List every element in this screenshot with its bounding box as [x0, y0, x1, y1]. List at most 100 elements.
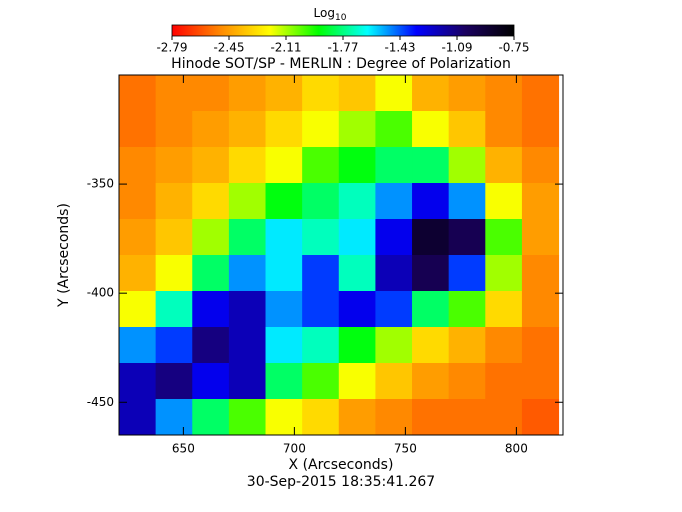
- x-tick-label: 750: [394, 442, 417, 456]
- heatmap-cell: [265, 111, 303, 148]
- heatmap-cell: [265, 183, 303, 220]
- heatmap-cell: [338, 363, 376, 400]
- colorbar-tick-label: -1.43: [384, 41, 415, 55]
- heatmap-cell: [521, 147, 560, 184]
- heatmap-cell: [485, 147, 523, 184]
- heatmap-cell: [155, 183, 193, 220]
- heatmap-cell: [228, 219, 267, 256]
- y-tick-label: -350: [87, 177, 114, 191]
- heatmap-cell: [119, 111, 157, 148]
- heatmap-cell: [228, 327, 267, 364]
- heatmap-cell: [412, 291, 450, 328]
- heatmap-cell: [448, 111, 486, 148]
- heatmap-cell: [338, 327, 376, 364]
- x-axis-label: X (Arcseconds): [289, 457, 394, 473]
- heatmap-cell: [485, 327, 523, 364]
- colorbar: [171, 24, 515, 37]
- heatmap-cell: [119, 399, 157, 436]
- heatmap-cell: [448, 219, 486, 256]
- heatmap-cell: [192, 75, 230, 112]
- heatmap: [119, 75, 560, 436]
- heatmap-cell: [375, 75, 413, 112]
- heatmap-cell: [375, 183, 413, 220]
- heatmap-cell: [302, 147, 340, 184]
- y-tick-label: -450: [87, 395, 114, 409]
- heatmap-cell: [448, 75, 486, 112]
- heatmap-cell: [448, 183, 486, 220]
- heatmap-cell: [119, 183, 157, 220]
- heatmap-cell: [119, 75, 157, 112]
- heatmap-cell: [375, 219, 413, 256]
- heatmap-cell: [155, 147, 193, 184]
- heatmap-cell: [228, 147, 267, 184]
- heatmap-cell: [448, 363, 486, 400]
- heatmap-cell: [448, 291, 486, 328]
- heatmap-cell: [228, 75, 267, 112]
- colorbar-tick-label: -1.09: [441, 41, 472, 55]
- heatmap-cell: [521, 399, 560, 436]
- colorbar-tick-label: -2.79: [156, 41, 187, 55]
- x-tick-label: 700: [283, 442, 306, 456]
- heatmap-cell: [521, 327, 560, 364]
- heatmap-cell: [448, 255, 486, 292]
- heatmap-cell: [155, 111, 193, 148]
- heatmap-cell: [521, 75, 560, 112]
- heatmap-cell: [155, 399, 193, 436]
- heatmap-cell: [338, 399, 376, 436]
- heatmap-cell: [228, 111, 267, 148]
- colorbar-label-base: Log: [314, 6, 335, 20]
- heatmap-cell: [375, 363, 413, 400]
- heatmap-cell: [485, 363, 523, 400]
- heatmap-cell: [192, 291, 230, 328]
- heatmap-cell: [412, 75, 450, 112]
- heatmap-cell: [302, 75, 340, 112]
- heatmap-cell: [265, 219, 303, 256]
- colorbar-tick-label: -1.77: [327, 41, 358, 55]
- heatmap-cell: [412, 147, 450, 184]
- chart-title: Hinode SOT/SP - MERLIN : Degree of Polar…: [171, 56, 511, 72]
- heatmap-cell: [412, 255, 450, 292]
- heatmap-cell: [192, 111, 230, 148]
- heatmap-cell: [375, 399, 413, 436]
- heatmap-cell: [155, 291, 193, 328]
- footer: 30-Sep-2015 18:35:41.267: [247, 474, 435, 490]
- heatmap-cell: [155, 75, 193, 112]
- heatmap-cell: [119, 363, 157, 400]
- heatmap-cell: [228, 363, 267, 400]
- heatmap-cell: [265, 75, 303, 112]
- heatmap-cell: [448, 327, 486, 364]
- heatmap-cell: [192, 363, 230, 400]
- heatmap-cell: [521, 183, 560, 220]
- colorbar-label-sub: 10: [335, 13, 347, 23]
- heatmap-cell: [302, 255, 340, 292]
- heatmap-cell: [448, 399, 486, 436]
- heatmap-cell: [375, 111, 413, 148]
- heatmap-cell: [302, 111, 340, 148]
- y-axis-label: Y (Arcseconds): [56, 203, 72, 308]
- x-tick-label: 800: [505, 442, 528, 456]
- heatmap-cell: [485, 183, 523, 220]
- heatmap-cell: [485, 291, 523, 328]
- heatmap-cell: [521, 255, 560, 292]
- heatmap-cell: [265, 399, 303, 436]
- colorbar-tick-label: -2.45: [213, 41, 244, 55]
- heatmap-cell: [119, 147, 157, 184]
- heatmap-cell: [338, 111, 376, 148]
- heatmap-cell: [192, 219, 230, 256]
- heatmap-cell: [192, 327, 230, 364]
- heatmap-cell: [412, 111, 450, 148]
- heatmap-cell: [119, 255, 157, 292]
- heatmap-cell: [192, 183, 230, 220]
- heatmap-cell: [228, 399, 267, 436]
- heatmap-cell: [302, 219, 340, 256]
- colorbar-label: Log10: [314, 6, 347, 23]
- heatmap-cell: [485, 219, 523, 256]
- heatmap-cell: [119, 327, 157, 364]
- heatmap-cell: [338, 147, 376, 184]
- heatmap-cell: [302, 399, 340, 436]
- heatmap-cell: [265, 327, 303, 364]
- heatmap-cell: [448, 147, 486, 184]
- heatmap-cell: [412, 363, 450, 400]
